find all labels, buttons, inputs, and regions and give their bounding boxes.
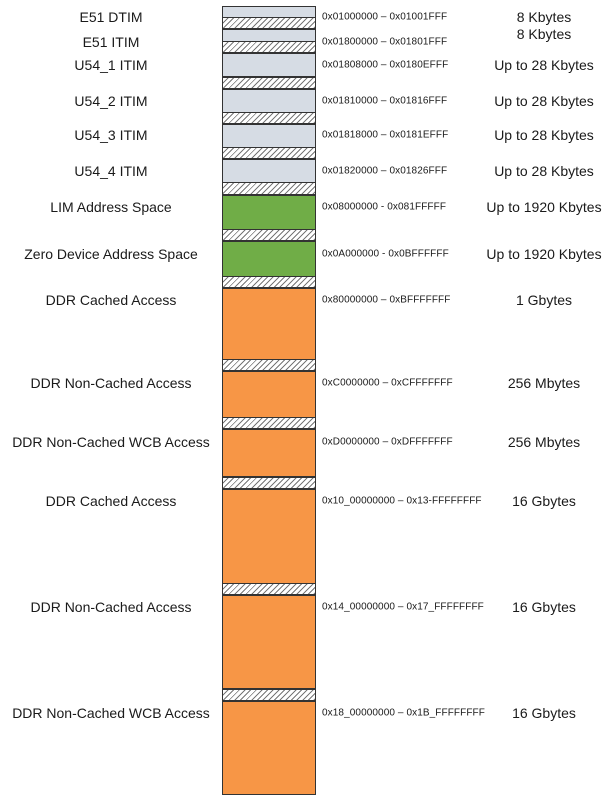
reserved-gap-block: [222, 583, 316, 595]
region-address-range: 0x0A000000 - 0x0BFFFFFF: [322, 248, 449, 260]
region-address-range: 0x01820000 – 0x01826FFF: [322, 165, 448, 177]
region-size: Up to 1920 Kbytes: [486, 199, 602, 215]
region-address-range: 0x10_00000000 – 0x13-FFFFFFFF: [322, 495, 482, 507]
region-size: Up to 28 Kbytes: [494, 57, 594, 73]
memory-region-block: [222, 241, 316, 277]
region-label: DDR Cached Access: [45, 292, 177, 308]
reserved-gap-block: [222, 147, 316, 159]
memory-region-block: [222, 595, 316, 689]
region-size: 256 Mbytes: [507, 375, 581, 391]
region-label: DDR Non-Cached WCB Access: [12, 434, 210, 450]
memory-region-block: [222, 701, 316, 795]
reserved-gap-block: [222, 689, 316, 701]
reserved-gap-block: [222, 41, 316, 53]
memory-region-block: [222, 288, 316, 360]
region-size: 16 Gbytes: [512, 493, 576, 509]
memory-region-block: [222, 195, 316, 230]
region-size: Up to 28 Kbytes: [494, 93, 594, 109]
region-label: Zero Device Address Space: [24, 246, 198, 262]
reserved-gap-block: [222, 77, 316, 89]
memory-region-block: [222, 53, 316, 77]
region-size: 8 Kbytes: [516, 26, 572, 42]
reserved-gap-block: [222, 17, 316, 29]
memory-region-block: [222, 124, 316, 148]
region-address-range: 0x01800000 – 0x01801FFF: [322, 36, 448, 48]
memory-region-block: [222, 429, 316, 477]
region-address-range: 0x01808000 – 0x0180EFFF: [322, 59, 449, 71]
region-address-range: 0x01818000 – 0x0181EFFF: [322, 129, 449, 141]
region-label: DDR Non-Cached Access: [30, 599, 192, 615]
reserved-gap-block: [222, 112, 316, 124]
region-label: DDR Non-Cached Access: [30, 375, 192, 391]
region-label: DDR Non-Cached WCB Access: [12, 705, 210, 721]
region-address-range: 0x08000000 - 0x081FFFFF: [322, 201, 447, 213]
region-label: U54_1 ITIM: [74, 57, 148, 73]
region-label: DDR Cached Access: [45, 493, 177, 509]
region-size: Up to 28 Kbytes: [494, 127, 594, 143]
region-label: U54_4 ITIM: [74, 163, 148, 179]
region-address-range: 0x14_00000000 – 0x17_FFFFFFFF: [322, 601, 484, 613]
reserved-gap-block: [222, 182, 316, 195]
memory-region-block: [222, 159, 316, 183]
region-size: 256 Mbytes: [507, 434, 581, 450]
memory-region-block: [222, 89, 316, 113]
region-address-range: 0xD0000000 – 0xDFFFFFFF: [322, 436, 453, 448]
reserved-gap-block: [222, 276, 316, 288]
region-address-range: 0x01810000 – 0x01816FFF: [322, 95, 448, 107]
region-label: U54_2 ITIM: [74, 93, 148, 109]
region-address-range: 0x80000000 – 0xBFFFFFFF: [322, 294, 451, 306]
region-label: U54_3 ITIM: [74, 127, 148, 143]
region-label: E51 DTIM: [79, 9, 143, 25]
reserved-gap-block: [222, 477, 316, 489]
reserved-gap-block: [222, 417, 316, 429]
region-size: Up to 1920 Kbytes: [486, 246, 602, 262]
region-size: 16 Gbytes: [512, 705, 576, 721]
region-address-range: 0x01000000 – 0x01001FFF: [322, 11, 448, 23]
region-address-range: 0xC0000000 – 0xCFFFFFFF: [322, 377, 453, 389]
region-address-range: 0x18_00000000 – 0x1B_FFFFFFFF: [322, 707, 485, 719]
region-label: LIM Address Space: [50, 199, 172, 215]
reserved-gap-block: [222, 359, 316, 371]
region-size: 8 Kbytes: [516, 9, 572, 25]
memory-region-block: [222, 371, 316, 418]
reserved-gap-block: [222, 229, 316, 241]
region-label: E51 ITIM: [82, 34, 140, 50]
region-size: Up to 28 Kbytes: [494, 163, 594, 179]
region-size: 1 Gbytes: [515, 292, 573, 308]
memory-region-block: [222, 489, 316, 584]
region-size: 16 Gbytes: [512, 599, 576, 615]
